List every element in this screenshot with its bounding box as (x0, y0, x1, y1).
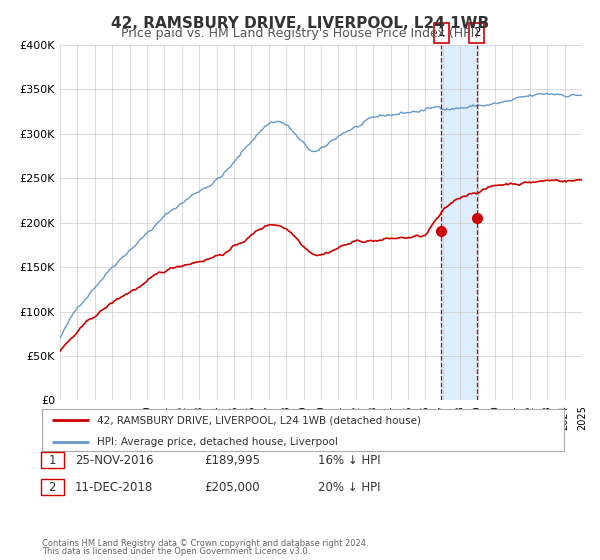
Bar (441, 45, 477, 400)
Text: £205,000: £205,000 (204, 480, 260, 494)
Text: Price paid vs. HM Land Registry's House Price Index (HPI): Price paid vs. HM Land Registry's House … (121, 27, 479, 40)
Text: 1: 1 (49, 454, 56, 467)
Text: 42, RAMSBURY DRIVE, LIVERPOOL, L24 1WB (detached house): 42, RAMSBURY DRIVE, LIVERPOOL, L24 1WB (… (97, 415, 421, 425)
Text: This data is licensed under the Open Government Licence v3.0.: This data is licensed under the Open Gov… (42, 547, 310, 556)
Text: 25-NOV-2016: 25-NOV-2016 (75, 454, 154, 467)
Text: 11-DEC-2018: 11-DEC-2018 (75, 480, 153, 494)
Text: 16% ↓ HPI: 16% ↓ HPI (318, 454, 380, 467)
Text: 42, RAMSBURY DRIVE, LIVERPOOL, L24 1WB: 42, RAMSBURY DRIVE, LIVERPOOL, L24 1WB (111, 16, 489, 31)
Text: 1: 1 (437, 26, 445, 39)
Text: 2: 2 (49, 480, 56, 494)
Text: 20% ↓ HPI: 20% ↓ HPI (318, 480, 380, 494)
Text: Contains HM Land Registry data © Crown copyright and database right 2024.: Contains HM Land Registry data © Crown c… (42, 539, 368, 548)
Text: £189,995: £189,995 (204, 454, 260, 467)
Text: 2: 2 (473, 26, 481, 39)
Text: HPI: Average price, detached house, Liverpool: HPI: Average price, detached house, Live… (97, 437, 338, 446)
